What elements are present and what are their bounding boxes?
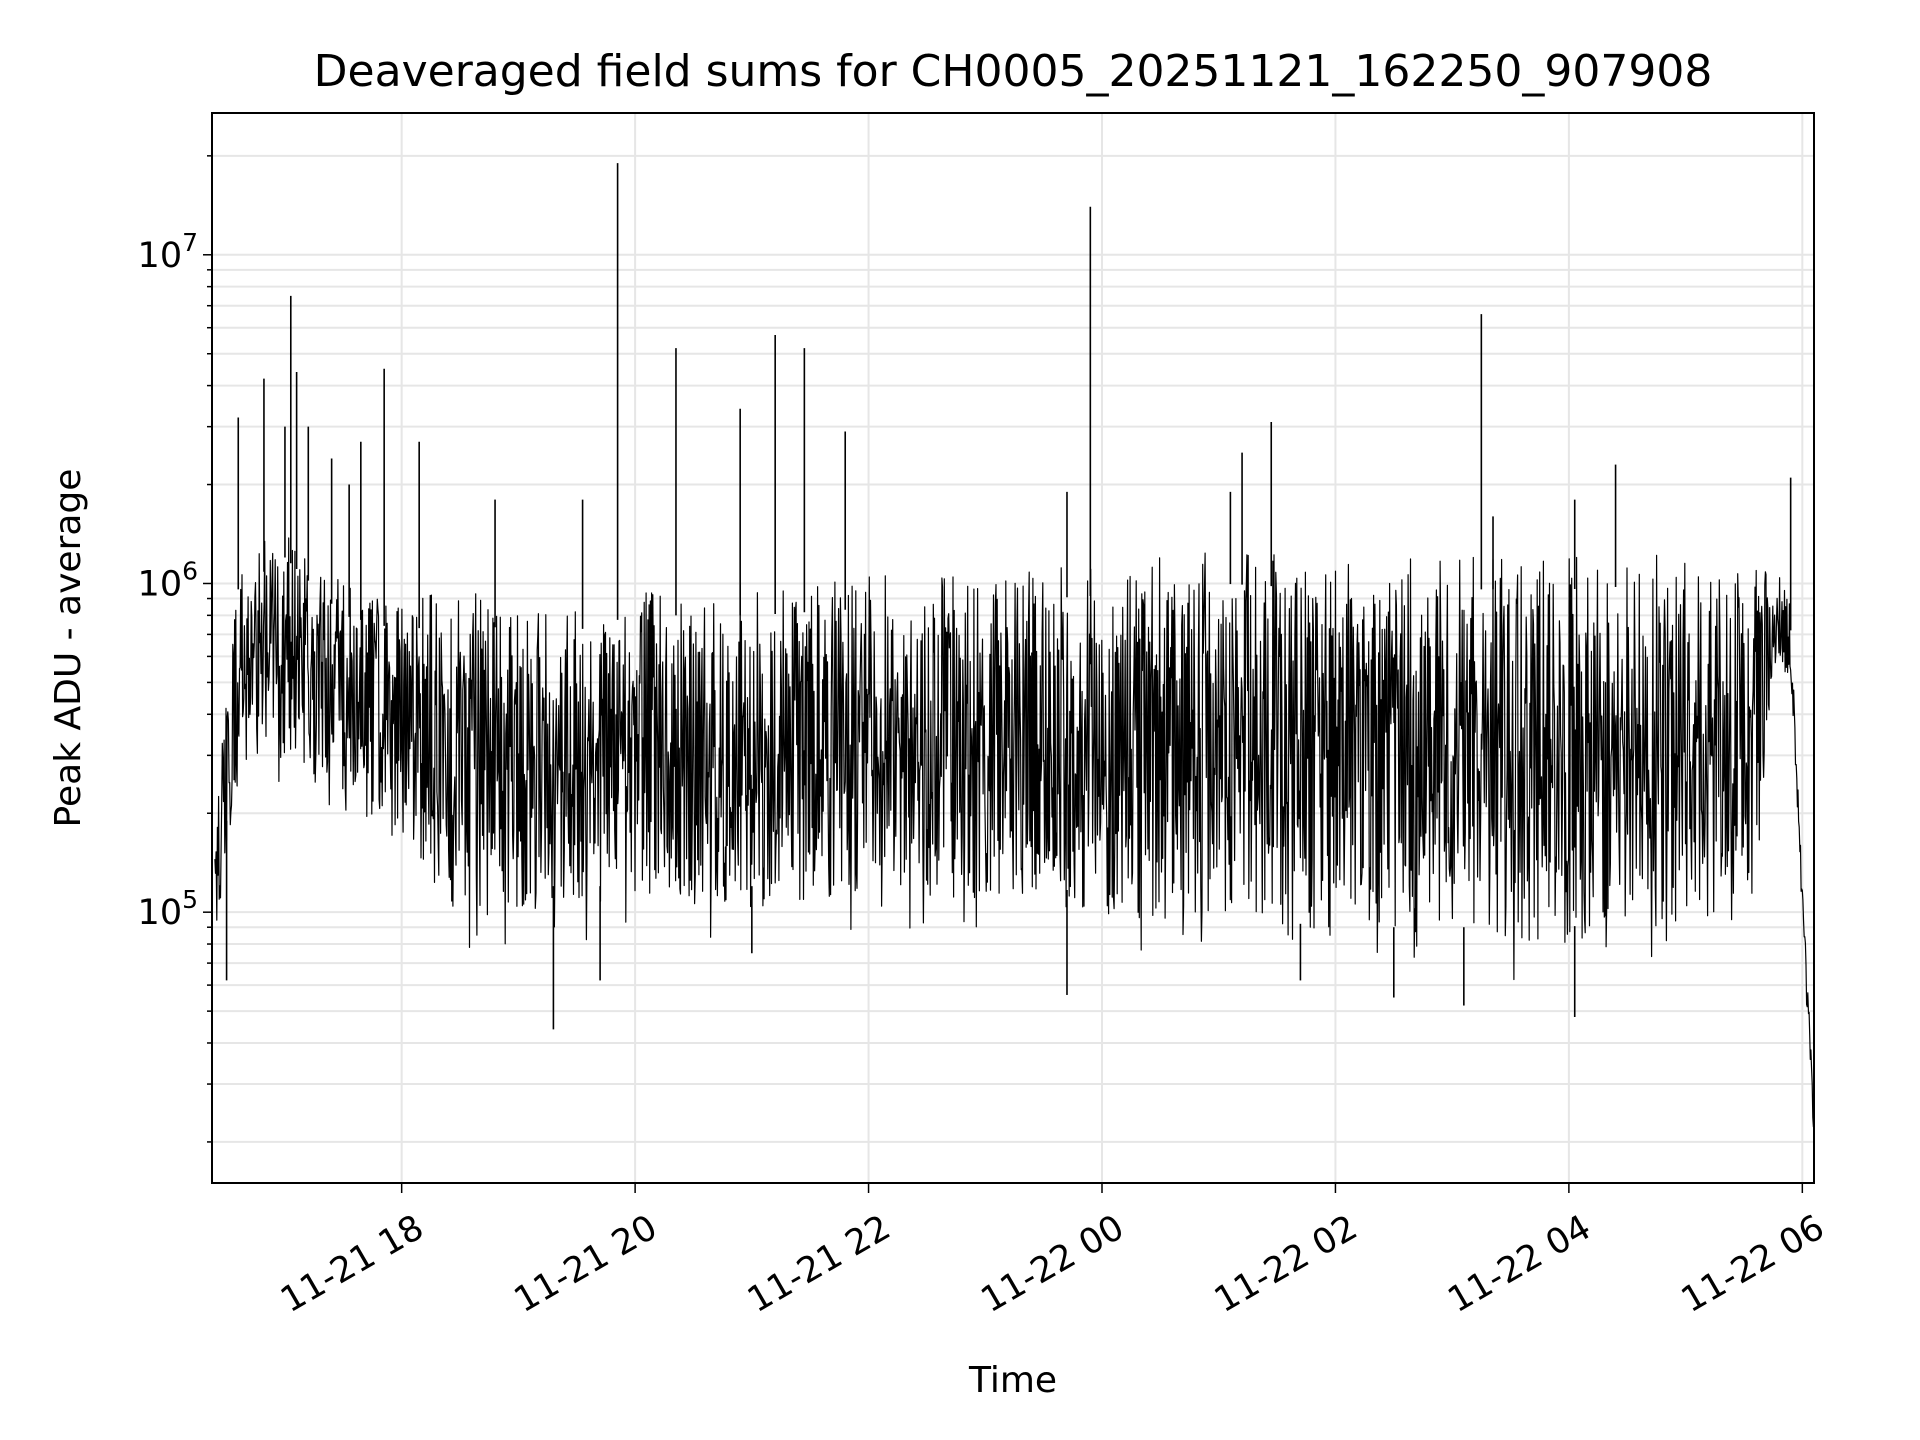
x-axis-label: Time (968, 1360, 1057, 1401)
plot-frame (211, 112, 1815, 1184)
chart-title: Deaveraged field sums for CH0005_2025112… (314, 46, 1713, 97)
series-trace (214, 537, 1815, 1128)
y-axis-label: Peak ADU - average (48, 469, 89, 828)
series-line (214, 163, 1815, 1128)
y-tick-label: 107 (138, 228, 198, 276)
